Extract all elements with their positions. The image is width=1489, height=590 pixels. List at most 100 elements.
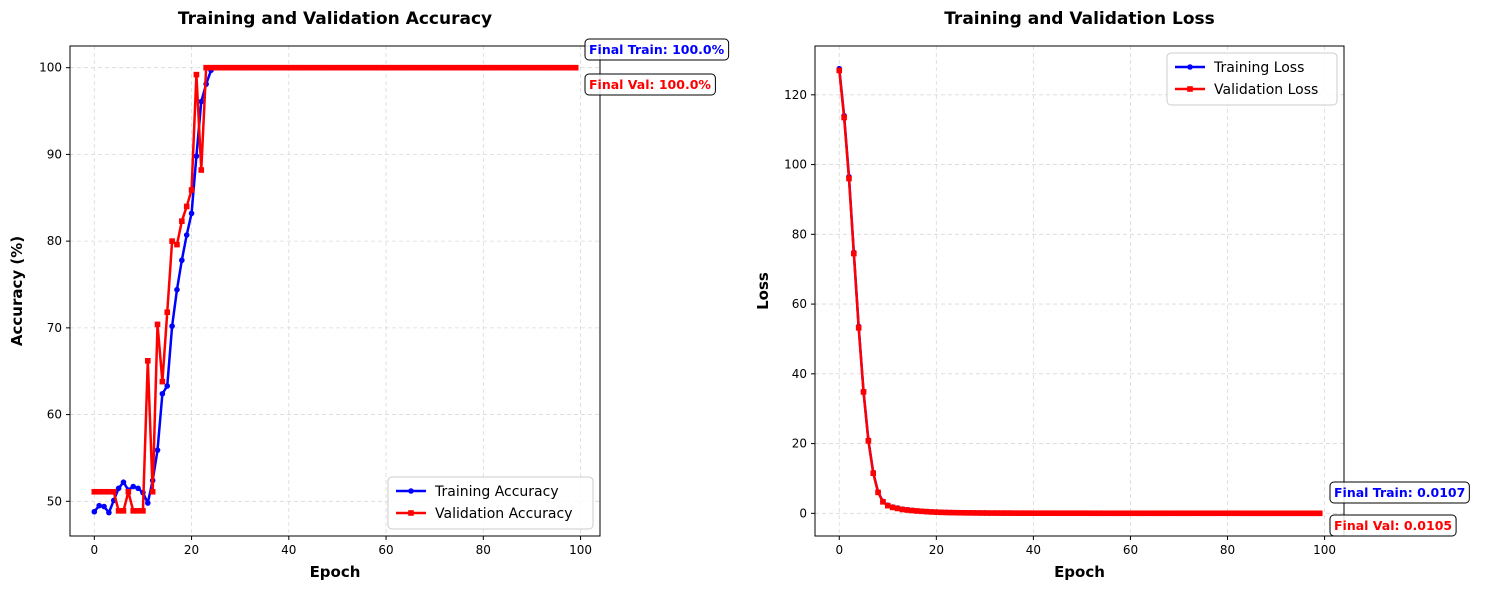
data-point: [1132, 510, 1139, 517]
data-point: [490, 64, 496, 71]
data-point: [334, 64, 341, 71]
data-point: [115, 485, 122, 492]
data-point: [972, 510, 978, 516]
annotation-box: [584, 38, 730, 61]
data-point: [1258, 510, 1265, 517]
data-point: [894, 505, 901, 512]
legend-marker: [408, 488, 414, 494]
data-point: [402, 64, 409, 71]
plot-frame: [69, 45, 601, 537]
data-point: [1215, 510, 1221, 517]
data-point: [174, 286, 180, 293]
data-point: [1316, 510, 1323, 517]
y-tick-label: 70: [47, 321, 62, 335]
data-point: [938, 509, 944, 516]
x-tick-label: 60: [378, 543, 393, 557]
data-point: [378, 64, 384, 71]
data-point: [358, 64, 365, 71]
data-point: [1006, 510, 1012, 516]
data-point: [563, 64, 569, 71]
legend-marker: [1187, 64, 1193, 70]
data-point: [1190, 510, 1197, 517]
data-point: [266, 64, 273, 71]
data-point: [120, 479, 127, 486]
data-point: [860, 389, 867, 395]
data-point: [1200, 510, 1207, 517]
data-point: [1307, 510, 1313, 517]
annotation-final-train: Final Train: 0.0107: [1329, 481, 1470, 504]
data-point: [251, 64, 258, 71]
data-point: [344, 64, 350, 71]
data-point: [1113, 510, 1119, 517]
chart-title: Training and Validation Accuracy: [178, 9, 492, 29]
data-point: [485, 64, 491, 71]
data-point: [1287, 510, 1294, 517]
data-point: [568, 64, 574, 71]
data-point: [174, 241, 180, 248]
data-point: [140, 508, 146, 514]
data-point: [870, 470, 877, 477]
data-point: [1210, 510, 1216, 517]
annotation-box: [1329, 481, 1470, 504]
data-point: [948, 509, 954, 516]
data-point: [213, 64, 219, 71]
data-point: [271, 64, 278, 71]
series-group: [836, 65, 1323, 517]
data-point: [899, 506, 906, 513]
legend: Training Accuracy Validation Accuracy: [387, 476, 594, 530]
data-point: [164, 383, 171, 389]
data-point: [1069, 510, 1076, 517]
data-point: [504, 64, 511, 71]
data-point: [851, 250, 857, 257]
x-tick-label: 40: [281, 543, 296, 557]
data-point: [1054, 510, 1061, 517]
annotation-final-val: Final Val: 100.0%: [584, 73, 716, 96]
data-point: [480, 64, 487, 71]
data-point: [1117, 510, 1124, 517]
legend: Training Loss Validation Loss: [1166, 52, 1338, 106]
data-point: [996, 510, 1003, 516]
data-point: [846, 175, 852, 182]
data-point: [865, 437, 872, 444]
data-point: [261, 64, 268, 71]
data-point: [286, 64, 292, 71]
data-point: [548, 64, 555, 71]
y-axis-label: Loss: [754, 272, 772, 310]
y-axis-label: Accuracy (%): [8, 236, 26, 346]
data-point: [183, 232, 190, 238]
data-point: [407, 64, 414, 71]
data-point: [368, 64, 375, 71]
y-tick-label: 100: [39, 61, 62, 75]
data-point: [164, 309, 171, 316]
data-point: [1127, 510, 1134, 517]
x-axis-label: Epoch: [1054, 563, 1105, 581]
data-point: [179, 218, 185, 224]
chart-title: Training and Validation Loss: [944, 9, 1215, 29]
data-point: [203, 64, 209, 71]
data-point: [1098, 510, 1105, 517]
data-point: [1224, 510, 1231, 517]
data-point: [1050, 510, 1056, 516]
data-point: [1161, 510, 1168, 517]
data-point: [412, 64, 419, 71]
data-point: [1181, 510, 1187, 517]
data-point: [1205, 510, 1211, 517]
y-tick-label: 80: [47, 234, 62, 248]
data-point: [169, 238, 175, 244]
data-point: [1147, 510, 1153, 517]
y-tick-label: 0: [799, 506, 807, 520]
data-point: [188, 210, 195, 217]
data-point: [169, 323, 175, 329]
data-point: [106, 488, 112, 495]
legend-box: [1166, 52, 1338, 106]
data-point: [1219, 510, 1226, 517]
y-tick-label: 90: [47, 147, 62, 161]
data-point: [315, 64, 321, 71]
data-point: [144, 358, 151, 364]
data-point: [1108, 510, 1114, 517]
data-point: [125, 488, 132, 495]
data-point: [300, 64, 307, 71]
data-point: [422, 64, 428, 71]
series-line-training: [93, 66, 576, 514]
x-tick-label: 0: [90, 543, 98, 557]
